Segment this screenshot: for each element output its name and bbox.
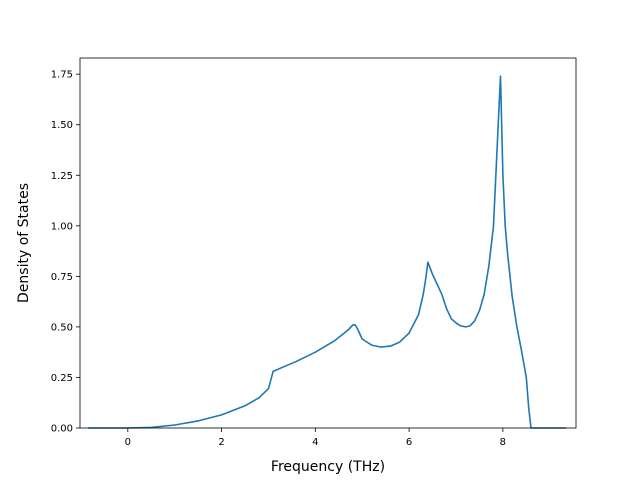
y-axis-label: Density of States (16, 183, 32, 303)
x-tick-label: 0 (125, 437, 131, 448)
x-axis-ticks: 0 2 4 6 8 (125, 428, 506, 448)
x-tick-label: 6 (406, 437, 412, 448)
x-tick-label: 4 (312, 437, 318, 448)
y-axis-ticks: 0.00 0.25 0.50 0.75 1.00 1.25 1.50 1.75 (51, 70, 80, 435)
series-line (88, 75, 567, 429)
x-axis-label: Frequency (THz) (271, 459, 385, 475)
plot-frame (79, 57, 577, 429)
y-tick-label: 1.00 (51, 221, 73, 232)
y-tick-label: 1.50 (51, 120, 73, 131)
y-tick-label: 0.25 (51, 373, 73, 384)
y-tick-label: 0.75 (51, 272, 73, 283)
plot-background (80, 58, 576, 428)
x-tick-label: 2 (218, 437, 224, 448)
y-tick-label: 1.75 (51, 70, 73, 81)
y-tick-label: 1.25 (51, 171, 73, 182)
y-tick-label: 0.00 (51, 424, 73, 435)
y-tick-label: 0.50 (51, 322, 73, 333)
x-tick-label: 8 (500, 437, 506, 448)
